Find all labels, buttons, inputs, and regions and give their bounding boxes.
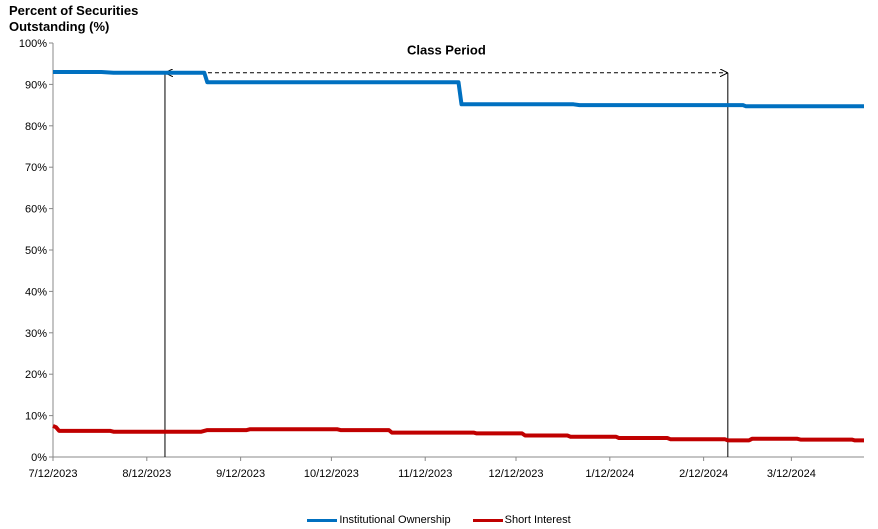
y-tick-label: 60%: [25, 204, 47, 216]
x-tick-label: 9/12/2023: [216, 468, 265, 480]
y-tick-label: 30%: [25, 328, 47, 340]
x-tick-label: 12/12/2023: [488, 468, 543, 480]
legend-item-institutional: Institutional Ownership: [307, 512, 451, 528]
y-tick-label: 70%: [25, 162, 47, 174]
y-tick-label: 0%: [31, 452, 47, 464]
legend-swatch-institutional: [307, 518, 338, 522]
legend-label-short-interest: Short Interest: [504, 514, 571, 526]
y-tick-label: 90%: [25, 79, 47, 91]
series-lines: [52, 70, 864, 443]
y-tick-label: 10%: [25, 411, 47, 423]
legend-swatch-short-interest: [472, 518, 503, 522]
x-tick-label: 1/12/2024: [585, 468, 634, 480]
x-tick-label: 7/12/2023: [29, 468, 78, 480]
legend-item-short-interest: Short Interest: [472, 512, 571, 528]
legend-label-institutional: Institutional Ownership: [339, 514, 451, 526]
y-tick-label: 40%: [25, 286, 47, 298]
y-axis-title-line1: Percent of Securities: [9, 3, 139, 18]
x-tick-label: 11/12/2023: [398, 468, 452, 480]
y-tick-label: 100%: [19, 38, 47, 50]
institutional-ownership-line: [53, 70, 864, 109]
y-tick-label: 50%: [25, 245, 47, 257]
x-tick-label: 8/12/2023: [122, 468, 171, 480]
axes: 0% 10% 20% 30% 40% 50% 60% 70% 80% 90% 100% 7/12/20…: [19, 38, 864, 480]
x-tick-label: 3/12/2024: [767, 468, 816, 480]
y-axis-title: Percent of Securities Outstanding (%): [9, 3, 138, 35]
y-tick-label: 80%: [25, 121, 47, 133]
x-tick-label: 10/12/2023: [304, 468, 359, 480]
short-interest-line: [52, 424, 864, 443]
y-tick-label: 20%: [25, 369, 47, 381]
legend: Institutional Ownership Short Interest: [0, 512, 878, 528]
class-period-annotation: Class Period: [164, 43, 729, 457]
y-axis-title-line2: Outstanding (%): [9, 19, 110, 34]
x-tick-label: 2/12/2024: [679, 468, 728, 480]
class-period-label: Class Period: [407, 43, 486, 58]
